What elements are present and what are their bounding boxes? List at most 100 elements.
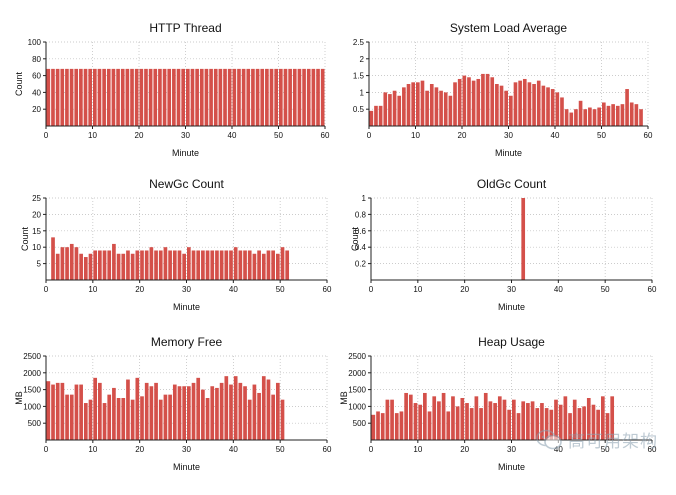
bar [55, 68, 60, 126]
bar [574, 109, 578, 126]
y-tick-label: 20 [32, 210, 41, 219]
bar [509, 95, 513, 126]
y-tick-label: 2000 [23, 369, 41, 378]
bar [168, 394, 172, 440]
bar [154, 382, 158, 440]
bar [541, 85, 546, 126]
bar [144, 68, 148, 126]
bar [423, 392, 427, 440]
bar [186, 68, 190, 126]
bar [488, 401, 493, 440]
bar [135, 377, 140, 440]
bar [93, 377, 98, 440]
bar [269, 68, 274, 126]
bar [187, 247, 191, 280]
bar [629, 102, 634, 126]
bar [213, 68, 218, 126]
bar [79, 253, 83, 280]
bar [219, 250, 224, 280]
bar [544, 408, 549, 440]
bar [182, 386, 186, 440]
bar [190, 68, 195, 126]
bar [229, 384, 233, 440]
chart-title: NewGc Count [149, 177, 224, 191]
bar [502, 399, 507, 440]
y-tick-label: 20 [32, 105, 41, 114]
bar [572, 399, 577, 440]
chart-memory-free: Memory Free 0 10 20 30 40 50 60 500 1000 1500 2000 2… [14, 335, 332, 472]
bar [154, 250, 158, 280]
bar [107, 250, 112, 280]
bar [74, 68, 79, 126]
bar [65, 68, 69, 126]
bar [555, 92, 560, 126]
bar [526, 403, 530, 440]
bar [467, 77, 471, 126]
bar [251, 68, 255, 126]
bar [615, 105, 620, 126]
bar [427, 411, 432, 440]
bar [600, 396, 605, 440]
bar [320, 68, 325, 126]
bar [560, 97, 564, 126]
bar [238, 250, 243, 280]
bar [163, 247, 168, 280]
bar [378, 105, 383, 126]
bar [148, 68, 153, 126]
bar [385, 399, 390, 440]
bar [271, 394, 275, 440]
bar [60, 382, 65, 440]
bar [227, 68, 232, 126]
bar [139, 68, 144, 126]
bar [453, 82, 457, 126]
bar [195, 68, 199, 126]
x-tick-label: 40 [554, 445, 563, 454]
chart-title: OldGc Count [477, 177, 547, 191]
x-tick-label: 40 [229, 445, 238, 454]
x-tick-label: 30 [182, 445, 191, 454]
bar [177, 250, 182, 280]
bar [522, 78, 527, 126]
x-tick-label: 0 [369, 445, 374, 454]
bar [163, 394, 168, 440]
bar [465, 403, 469, 440]
x-tick-label: 10 [88, 285, 97, 294]
bar [388, 94, 392, 126]
bar [471, 80, 476, 126]
bar [311, 68, 316, 126]
bar [205, 398, 210, 440]
y-tick-label: 0.6 [355, 227, 367, 236]
bar [187, 386, 191, 440]
y-tick-label: 1.5 [353, 72, 365, 81]
y-axis-label: Count [20, 227, 30, 252]
bar [135, 250, 140, 280]
bar [120, 68, 125, 126]
bar [65, 394, 69, 440]
bar [204, 68, 209, 126]
y-tick-label: 0.8 [355, 210, 367, 219]
x-tick-label: 20 [460, 285, 469, 294]
x-tick-label: 0 [44, 285, 49, 294]
bar [625, 89, 629, 126]
bar [243, 386, 247, 440]
bar [196, 377, 201, 440]
bar [592, 109, 597, 126]
bar [490, 77, 495, 126]
bar [201, 389, 205, 440]
bar [261, 376, 266, 440]
bar [399, 411, 404, 440]
y-axis-label: Count [350, 227, 360, 252]
bar [549, 409, 554, 440]
bar [605, 413, 610, 440]
x-tick-label: 60 [323, 445, 332, 454]
bar [597, 107, 601, 126]
y-tick-label: 1000 [23, 402, 41, 411]
bar [51, 237, 55, 280]
bar [130, 253, 135, 280]
bar [420, 80, 425, 126]
y-tick-label: 2500 [348, 352, 366, 361]
bar [606, 105, 611, 126]
bar [126, 379, 130, 440]
bar [172, 68, 176, 126]
bar [196, 250, 201, 280]
